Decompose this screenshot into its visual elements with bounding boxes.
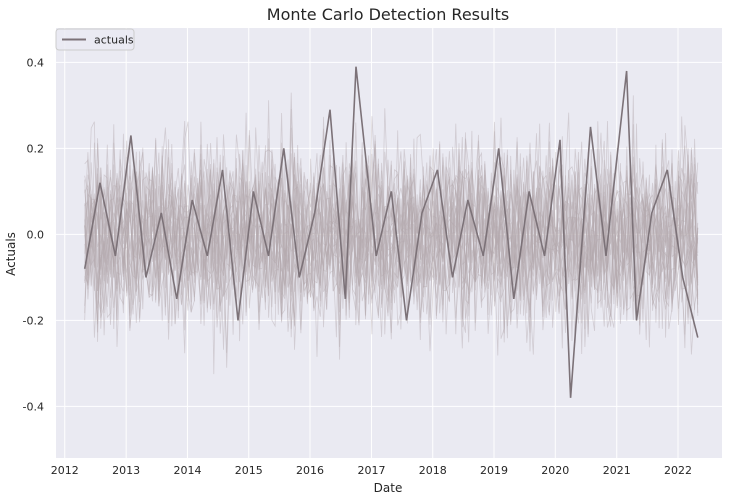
simulation-line — [84, 112, 699, 331]
simulation-line — [84, 142, 699, 334]
simulation-line — [84, 121, 699, 355]
legend: actuals — [55, 28, 135, 51]
x-tick-label: 2012 — [51, 464, 79, 477]
simulation-line — [84, 127, 699, 318]
chart-title: Monte Carlo Detection Results — [267, 5, 509, 24]
simulation-line — [84, 112, 699, 317]
simulation-line — [84, 116, 699, 348]
x-axis-ticks: 2012 2013 2014 2015 2016 2017 2018 2019 2020 2021… — [51, 464, 692, 477]
simulation-line — [84, 122, 699, 341]
simulation-line — [84, 127, 699, 354]
y-tick-label: 0.4 — [27, 56, 45, 69]
simulation-line — [84, 138, 699, 360]
simulation-line — [84, 92, 699, 357]
x-tick-label: 2019 — [480, 464, 508, 477]
legend-label-actuals: actuals — [94, 34, 134, 47]
y-tick-label: -0.4 — [23, 400, 44, 413]
simulation-lines — [84, 92, 699, 375]
x-tick-label: 2014 — [173, 464, 201, 477]
x-tick-label: 2021 — [603, 464, 631, 477]
x-tick-label: 2015 — [235, 464, 263, 477]
simulation-line — [84, 130, 699, 349]
simulation-line — [84, 112, 699, 348]
simulation-line — [84, 109, 699, 356]
y-tick-label: -0.2 — [23, 314, 44, 327]
x-axis-label: Date — [374, 481, 403, 495]
x-tick-label: 2013 — [112, 464, 140, 477]
x-tick-label: 2017 — [357, 464, 385, 477]
simulation-line — [84, 144, 699, 340]
simulation-line — [84, 120, 699, 343]
simulation-line — [84, 95, 699, 355]
y-tick-label: 0.2 — [27, 142, 45, 155]
y-axis-ticks: -0.4 -0.2 0.0 0.2 0.4 — [23, 56, 44, 413]
legend-box — [55, 28, 135, 51]
x-tick-label: 2020 — [541, 464, 569, 477]
actuals-series — [83, 66, 699, 398]
x-tick-label: 2018 — [419, 464, 447, 477]
x-tick-label: 2016 — [296, 464, 324, 477]
actuals-line — [83, 66, 699, 398]
simulation-line — [84, 100, 699, 335]
y-tick-label: 0.0 — [27, 228, 45, 241]
simulation-line — [84, 116, 699, 338]
y-axis-label: Actuals — [4, 232, 18, 276]
simulation-line — [84, 143, 699, 325]
simulation-line — [84, 121, 699, 344]
simulation-line — [84, 123, 699, 350]
simulation-line — [84, 130, 699, 368]
x-tick-label: 2022 — [664, 464, 692, 477]
simulation-line — [84, 121, 699, 352]
simulation-line — [84, 130, 699, 375]
